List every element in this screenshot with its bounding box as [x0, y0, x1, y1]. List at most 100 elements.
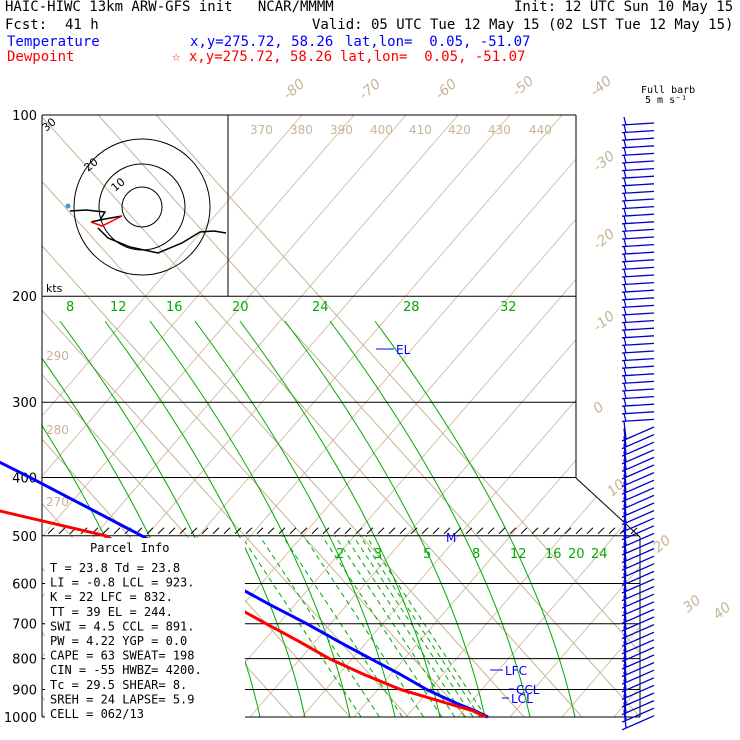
wind-barb-flag: [623, 268, 627, 278]
wind-barb-flag: [623, 451, 627, 470]
isotherm-label: -40: [587, 73, 615, 100]
wind-barb-flag: [623, 648, 627, 668]
wind-barb: [621, 183, 655, 187]
hatch-mark: [377, 527, 385, 535]
parcel-info-row: TT = 39 EL = 244.: [50, 605, 173, 619]
hatch-mark: [278, 527, 286, 535]
wind-barb: [621, 426, 655, 442]
wind-barb-flag: [623, 641, 627, 660]
wind-barb: [621, 411, 655, 415]
wind-barb: [621, 251, 655, 255]
hatch-mark: [168, 527, 176, 535]
isotherm-label: -50: [509, 73, 537, 100]
dry-adiabat-line: [42, 115, 459, 717]
wind-barb-flag: [623, 428, 627, 447]
hatch-mark: [498, 527, 506, 535]
wind-barb: [621, 281, 655, 286]
level-marker-lfc: LFC: [505, 664, 527, 678]
hodograph-trace-red: [90, 215, 123, 227]
level-marker-lcl: LCL: [511, 692, 533, 706]
temperature-xy: x,y=275.72, 58.26: [190, 34, 334, 50]
wind-barb: [621, 456, 655, 472]
moist-adiabat-line: [149, 320, 351, 717]
wind-barb: [621, 137, 655, 141]
hatch-mark: [630, 527, 638, 535]
hatch-mark: [47, 527, 55, 535]
wind-barb-flag: [623, 132, 627, 141]
dry-adiabat-line: [42, 115, 355, 717]
hatch-mark: [102, 527, 110, 535]
mixing-ratio-line: [303, 535, 424, 717]
wind-barb-flag: [623, 147, 627, 156]
legend-dewpoint: Dewpoint: [7, 49, 75, 65]
wind-barb: [621, 601, 655, 617]
hodograph-ring: [73, 138, 211, 276]
wind-barb-flag: [623, 208, 627, 217]
wind-barb: [621, 472, 655, 488]
wind-barb-flag: [623, 709, 627, 728]
isotherm-label: 20: [650, 532, 674, 556]
wind-barb-flag: [623, 565, 627, 584]
parcel-info-row: PW = 4.22 YGP = 0.0: [50, 634, 187, 648]
wind-barb: [621, 335, 655, 339]
hodograph-storm-motion: [65, 203, 71, 209]
moist-adiabat-line: [329, 320, 531, 717]
wind-barb-flag: [623, 367, 627, 376]
mixing-ratio-line: [259, 535, 380, 717]
isotherm-line: [42, 115, 525, 717]
wind-barb: [621, 548, 655, 564]
parcel-info-row: CELL = 062/13: [50, 707, 144, 721]
dry-adiabat-line: [353, 115, 640, 717]
wind-barb: [621, 266, 655, 271]
pressure-label: 300: [12, 396, 37, 411]
wind-barb-flag: [623, 474, 627, 493]
mixing-ratio-label: 28: [403, 300, 420, 315]
theta-label: 420: [448, 123, 471, 137]
wind-barb-flag: [623, 413, 627, 422]
wind-barb-flag: [623, 686, 627, 706]
wind-barb: [621, 654, 655, 670]
hatch-mark: [454, 527, 462, 535]
wind-barbs: [621, 116, 655, 731]
wind-barb-flag: [623, 572, 627, 592]
hatch-mark: [608, 527, 616, 535]
wind-barb: [621, 662, 655, 678]
hatch-mark: [410, 527, 418, 535]
hatch-mark: [58, 527, 66, 535]
wind-barb: [621, 403, 655, 407]
wind-barb-flag: [623, 496, 627, 516]
forecast-label: Fcst:: [5, 17, 48, 33]
wind-barb: [621, 319, 655, 324]
dewpoint-xy: ☆ x,y=275.72, 58.26: [172, 49, 333, 65]
pressure-label: 700: [12, 618, 37, 633]
mixing-ratio-label: 8: [66, 300, 74, 315]
hodograph-trace: [69, 209, 123, 223]
wind-barb: [621, 395, 655, 400]
theta-label: 290: [46, 349, 69, 363]
mixing-ratio-line: [344, 535, 466, 717]
wind-barb-flag: [623, 215, 627, 224]
level-marker-el: EL: [396, 343, 411, 357]
wind-barb: [621, 646, 655, 662]
wind-barb-flag: [623, 512, 627, 531]
wind-barb: [621, 350, 655, 354]
hatch-mark: [344, 527, 352, 535]
pressure-label: 500: [12, 530, 37, 545]
wind-barb: [621, 205, 655, 210]
valid-time: Valid: 05 UTC Tue 12 May 15 (02 LST Tue …: [312, 17, 734, 33]
wind-barb: [621, 152, 655, 157]
hatch-mark: [432, 527, 440, 535]
pressure-label: 900: [12, 683, 37, 698]
right-axis-slant: [575, 477, 641, 538]
mixing-ratio-line: [240, 535, 362, 717]
isotherm-line: [42, 115, 351, 717]
theta-label: 370: [250, 123, 273, 137]
hatch-mark: [146, 527, 154, 535]
hatch-mark: [597, 527, 605, 535]
wind-barb-flag: [623, 519, 627, 538]
wind-barb-flag: [623, 337, 627, 346]
parcel-panel: [45, 538, 245, 718]
wind-barb-flag: [623, 246, 627, 255]
parcel-info-row: CAPE = 63 SWEAT= 198: [50, 649, 195, 663]
